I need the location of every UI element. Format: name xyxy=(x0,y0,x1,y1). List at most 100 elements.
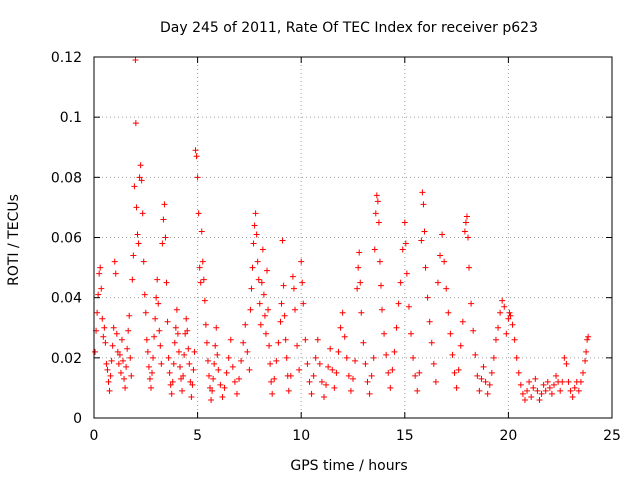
data-point xyxy=(192,147,199,154)
data-point xyxy=(294,342,301,349)
data-point xyxy=(147,384,154,391)
data-point xyxy=(420,201,427,208)
data-point xyxy=(571,384,578,391)
data-point xyxy=(100,333,107,340)
data-point xyxy=(256,300,263,307)
data-point xyxy=(268,378,275,385)
data-point xyxy=(296,366,303,373)
data-point xyxy=(162,234,169,241)
data-point xyxy=(152,315,159,322)
data-point xyxy=(102,339,109,346)
data-point xyxy=(165,354,172,361)
data-point xyxy=(169,378,176,385)
data-point xyxy=(335,348,342,355)
data-point xyxy=(462,219,469,226)
data-point xyxy=(134,231,141,238)
data-point xyxy=(233,390,240,397)
data-point xyxy=(133,204,140,211)
data-point xyxy=(519,390,526,397)
data-point xyxy=(227,336,234,343)
x-tick-label: 25 xyxy=(603,428,621,444)
data-point xyxy=(347,387,354,394)
data-point xyxy=(490,354,497,361)
data-point xyxy=(401,219,408,226)
data-point xyxy=(181,351,188,358)
data-point xyxy=(281,312,288,319)
data-point xyxy=(179,387,186,394)
data-point xyxy=(161,201,168,208)
data-point xyxy=(184,327,191,334)
data-point xyxy=(451,369,458,376)
data-point xyxy=(215,366,222,373)
data-point xyxy=(455,366,462,373)
data-point xyxy=(524,387,531,394)
data-point xyxy=(434,279,441,286)
data-point xyxy=(116,351,123,358)
data-point xyxy=(247,306,254,313)
data-point xyxy=(567,387,574,394)
data-point xyxy=(402,240,409,247)
data-point xyxy=(150,354,157,361)
data-point xyxy=(198,228,205,235)
data-point xyxy=(366,390,373,397)
data-point xyxy=(95,291,102,298)
data-point xyxy=(149,369,156,376)
data-point xyxy=(331,384,338,391)
data-point xyxy=(397,279,404,286)
data-point xyxy=(261,312,268,319)
data-point xyxy=(405,303,412,310)
data-point xyxy=(414,387,421,394)
data-point xyxy=(132,120,139,127)
data-point xyxy=(368,372,375,379)
data-point xyxy=(178,375,185,382)
data-point xyxy=(97,264,104,271)
data-point xyxy=(304,360,311,367)
data-point xyxy=(197,279,204,286)
data-point xyxy=(254,258,261,265)
data-point xyxy=(419,189,426,196)
data-point xyxy=(323,381,330,388)
data-point xyxy=(266,342,273,349)
data-point xyxy=(482,378,489,385)
data-point xyxy=(212,342,219,349)
data-point xyxy=(185,345,192,352)
data-point xyxy=(464,234,471,241)
data-point xyxy=(127,354,134,361)
data-point xyxy=(123,363,130,370)
data-point xyxy=(457,342,464,349)
data-point xyxy=(236,375,243,382)
data-point xyxy=(240,339,247,346)
data-point xyxy=(174,330,181,337)
data-point xyxy=(213,324,220,331)
data-point xyxy=(350,375,356,382)
data-point xyxy=(546,384,553,391)
data-point xyxy=(517,381,524,388)
data-point xyxy=(231,378,238,385)
data-point xyxy=(480,363,487,370)
data-point xyxy=(124,345,131,352)
data-point xyxy=(299,279,306,286)
data-point xyxy=(207,384,214,391)
data-point xyxy=(389,366,396,373)
data-point xyxy=(577,378,584,385)
data-point xyxy=(264,267,271,274)
data-point xyxy=(189,381,196,388)
data-point xyxy=(298,258,305,265)
data-point xyxy=(195,210,202,217)
data-point xyxy=(140,258,147,265)
data-point xyxy=(371,246,378,253)
data-point xyxy=(418,237,425,244)
data-point xyxy=(375,219,382,226)
y-tick-label: 0.12 xyxy=(51,50,82,66)
data-point xyxy=(540,381,547,388)
data-point xyxy=(106,387,113,394)
data-point xyxy=(92,348,99,355)
data-point xyxy=(461,228,468,235)
data-point xyxy=(118,336,125,343)
data-point xyxy=(356,249,363,256)
data-point xyxy=(279,237,286,244)
data-point xyxy=(221,384,228,391)
data-point xyxy=(163,279,170,286)
data-point xyxy=(374,198,381,205)
data-point xyxy=(341,333,348,340)
